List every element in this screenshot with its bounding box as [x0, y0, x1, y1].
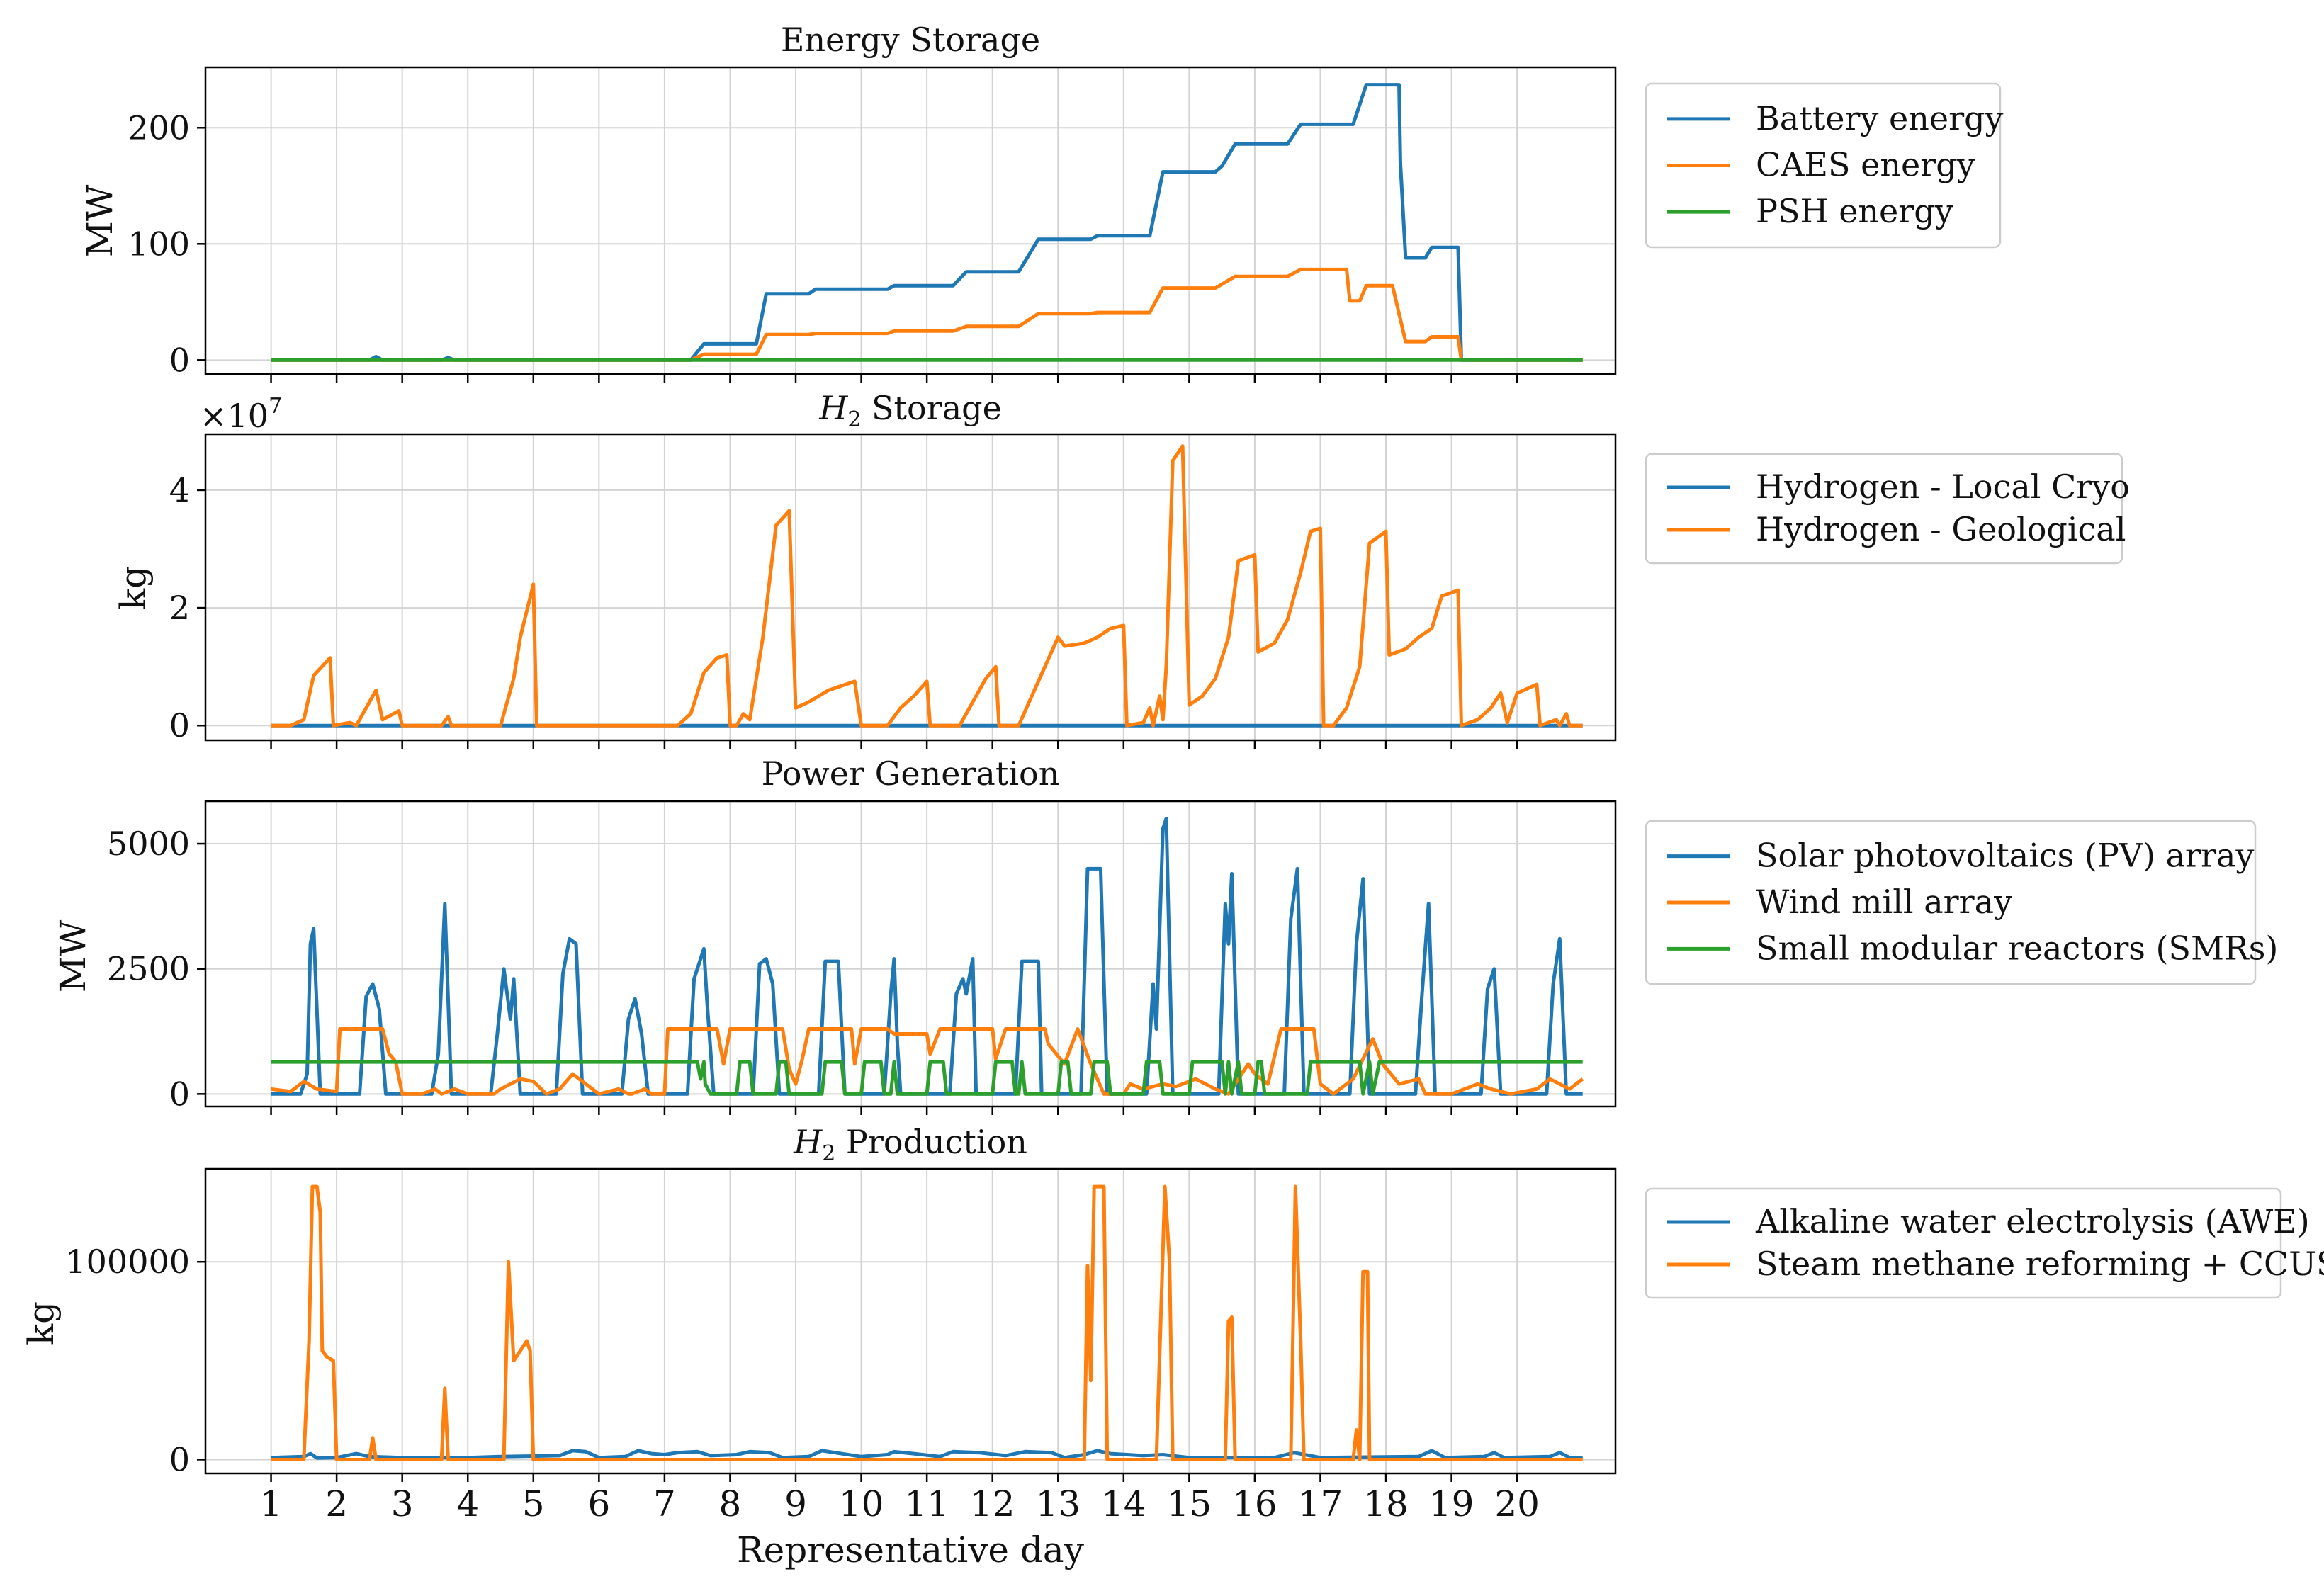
legend: Solar photovoltaics (PV) array Wind mill …	[1645, 820, 2278, 985]
title-subscript: 2	[847, 407, 861, 432]
x-tick-label: 19	[1429, 1483, 1474, 1524]
y-axis-label: MW	[52, 919, 94, 992]
offset-label: ×107	[200, 394, 282, 435]
y-tick-label: 0	[169, 1440, 190, 1478]
y-tick-label: 200	[128, 108, 190, 147]
legend-label: Battery energy	[1756, 99, 2004, 137]
plot-area: 0 100 200	[128, 66, 1617, 383]
panel-energy-storage: Energy Storage MW 0 100 200 Battery energy…	[79, 21, 2004, 383]
legend: Battery energy CAES energy PSH energy	[1645, 82, 2004, 249]
legend-label: Hydrogen - Local Cryo	[1756, 468, 2130, 506]
title-subscript: 2	[822, 1141, 835, 1166]
y-tick-label: 0	[169, 706, 190, 745]
series-line-steam-methane-reforming-ccus	[271, 1184, 1583, 1461]
x-tick-label: 18	[1363, 1483, 1409, 1524]
panel-h2-storage: H2 Storage ×107 kg 024 Hydrogen - Local …	[113, 389, 2130, 749]
series-line-small-modular-reactors-smrs	[271, 1060, 1583, 1096]
y-tick-label: 100	[128, 225, 190, 263]
title-base: H	[818, 389, 848, 427]
legend-label: Solar photovoltaics (PV) array	[1756, 837, 2254, 875]
y-tick-label: 4	[169, 471, 190, 509]
y-tick-label: 0	[169, 1075, 190, 1113]
panel-title: H2 Production	[793, 1123, 1027, 1166]
legend-label: Steam methane reforming + CCUS	[1756, 1245, 2324, 1283]
y-axis-label: MW	[79, 184, 120, 257]
y-tick-label: 2500	[107, 950, 190, 988]
title-rest: Production	[835, 1123, 1027, 1161]
plot-area: 0 2 4	[169, 433, 1617, 749]
series-line-solar-photovoltaics-pv-array	[271, 817, 1583, 1096]
plot-frame	[204, 433, 1617, 742]
legend-label: PSH energy	[1756, 192, 1953, 230]
x-tick-label: 5	[522, 1483, 545, 1524]
x-tick-label: 14	[1101, 1483, 1146, 1524]
x-tick-label: 11	[904, 1483, 949, 1524]
y-tick-label: 100000	[65, 1243, 190, 1281]
legend-label: CAES energy	[1756, 146, 1975, 184]
legend-box	[1645, 453, 2123, 565]
x-tick-label: 1	[260, 1483, 283, 1524]
x-tick-label: 8	[719, 1483, 742, 1524]
series-line-wind-mill-array	[271, 1027, 1584, 1096]
plot-frame	[204, 800, 1617, 1108]
x-tick-label: 12	[970, 1483, 1015, 1524]
panel-title: Energy Storage	[781, 21, 1040, 59]
y-tick-label: 2	[169, 589, 190, 627]
x-tick-label: 16	[1232, 1483, 1277, 1524]
series-line-hydrogen-geological	[271, 444, 1583, 728]
title-rest: Storage	[861, 389, 1001, 427]
legend-label: Wind mill array	[1756, 883, 2012, 921]
x-tick-label: 2	[325, 1483, 348, 1524]
x-tick-label: 4	[456, 1483, 479, 1524]
legend: Alkaline water electrolysis (AWE) Steam m…	[1645, 1187, 2324, 1299]
plot-area: 0 2500 5000	[107, 800, 1617, 1115]
x-tick-label: 7	[653, 1483, 676, 1524]
plot-frame	[204, 66, 1617, 375]
legend-box	[1645, 1187, 2282, 1299]
panel-power-generation: Power Generation MW 0 2500 5000 Solar phot…	[52, 754, 2278, 1115]
x-tick-label: 10	[839, 1483, 884, 1524]
y-axis-label: kg	[21, 1301, 62, 1345]
panel-title: H2 Storage	[818, 389, 1002, 432]
y-tick-label: 5000	[107, 825, 190, 863]
x-tick-label: 9	[784, 1483, 807, 1524]
series-line-caes-energy	[271, 267, 1583, 362]
legend: Hydrogen - Local Cryo Hydrogen - Geologic…	[1645, 453, 2130, 565]
x-tick-label: 15	[1167, 1483, 1212, 1524]
title-base: H	[793, 1123, 823, 1161]
panel-h2-production: H2 Production kg Representative day 0100…	[21, 1123, 2324, 1570]
legend-label: Hydrogen - Geological	[1756, 510, 2126, 548]
x-axis-label: Representative day	[737, 1529, 1085, 1570]
legend-label: Alkaline water electrolysis (AWE)	[1755, 1202, 2310, 1240]
panel-title: Power Generation	[762, 754, 1060, 793]
x-tick-label: 17	[1298, 1483, 1343, 1524]
legend-box	[1645, 820, 2257, 985]
plot-frame	[204, 1167, 1617, 1475]
x-tick-label: 3	[391, 1483, 414, 1524]
y-axis-label: kg	[113, 566, 154, 610]
x-tick-label: 13	[1035, 1483, 1081, 1524]
y-tick-label: 0	[169, 341, 190, 379]
x-tick-label: 6	[587, 1483, 610, 1524]
legend-box	[1645, 82, 2002, 249]
legend-label: Small modular reactors (SMRs)	[1756, 929, 2278, 967]
x-tick-label: 20	[1494, 1483, 1540, 1524]
